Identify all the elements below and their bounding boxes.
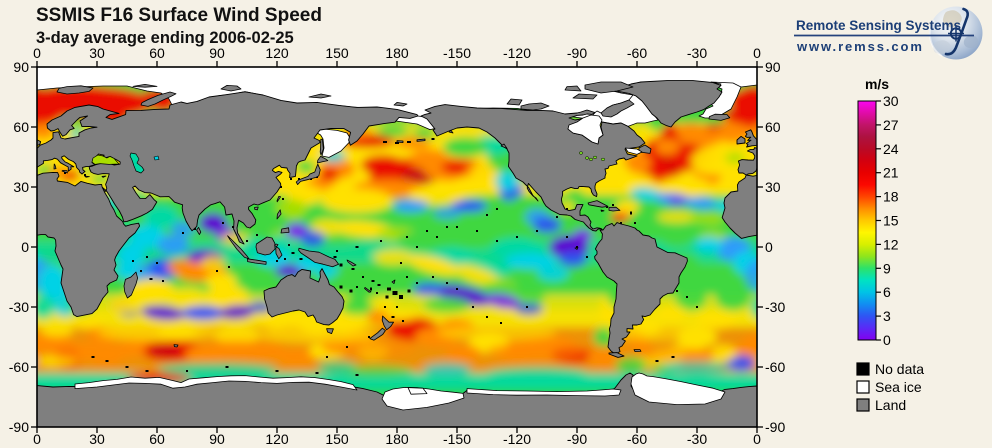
svg-text:90: 90 (209, 45, 225, 61)
svg-text:18: 18 (883, 189, 899, 205)
svg-text:150: 150 (325, 45, 349, 61)
svg-text:30: 30 (89, 431, 105, 447)
svg-text:Land: Land (875, 397, 906, 413)
svg-text:No data: No data (875, 361, 924, 377)
svg-text:6: 6 (883, 284, 891, 300)
svg-text:-60: -60 (765, 359, 785, 375)
svg-text:-90: -90 (765, 419, 785, 435)
svg-text:180: 180 (385, 431, 409, 447)
svg-text:60: 60 (13, 119, 29, 135)
svg-text:90: 90 (13, 59, 29, 75)
svg-text:-60: -60 (627, 431, 647, 447)
svg-text:-90: -90 (9, 419, 29, 435)
svg-text:30: 30 (883, 93, 899, 109)
svg-text:0: 0 (753, 45, 761, 61)
svg-text:-30: -30 (9, 299, 29, 315)
svg-text:0: 0 (33, 45, 41, 61)
svg-text:60: 60 (149, 45, 165, 61)
svg-text:60: 60 (149, 431, 165, 447)
svg-text:-30: -30 (765, 299, 785, 315)
svg-text:0: 0 (765, 239, 773, 255)
svg-text:30: 30 (765, 179, 781, 195)
svg-text:12: 12 (883, 236, 899, 252)
svg-text:3: 3 (883, 308, 891, 324)
svg-text:90: 90 (765, 59, 781, 75)
svg-text:0: 0 (753, 431, 761, 447)
svg-text:27: 27 (883, 117, 899, 133)
svg-text:Sea ice: Sea ice (875, 379, 922, 395)
svg-text:-90: -90 (567, 431, 587, 447)
svg-text:9: 9 (883, 260, 891, 276)
svg-text:180: 180 (385, 45, 409, 61)
svg-text:30: 30 (89, 45, 105, 61)
svg-text:0: 0 (21, 239, 29, 255)
svg-text:30: 30 (13, 179, 29, 195)
svg-text:60: 60 (765, 119, 781, 135)
svg-text:-150: -150 (443, 431, 471, 447)
svg-text:24: 24 (883, 141, 899, 157)
svg-text:-30: -30 (687, 45, 707, 61)
svg-text:0: 0 (883, 332, 891, 348)
svg-text:120: 120 (265, 45, 289, 61)
svg-text:120: 120 (265, 431, 289, 447)
svg-text:-150: -150 (443, 45, 471, 61)
svg-text:150: 150 (325, 431, 349, 447)
svg-text:-90: -90 (567, 45, 587, 61)
svg-text:-60: -60 (627, 45, 647, 61)
svg-text:-120: -120 (503, 45, 531, 61)
svg-text:90: 90 (209, 431, 225, 447)
svg-text:0: 0 (33, 431, 41, 447)
svg-text:15: 15 (883, 213, 899, 229)
svg-text:m/s: m/s (865, 76, 889, 92)
svg-text:-30: -30 (687, 431, 707, 447)
svg-text:21: 21 (883, 165, 899, 181)
svg-text:-120: -120 (503, 431, 531, 447)
svg-text:-60: -60 (9, 359, 29, 375)
